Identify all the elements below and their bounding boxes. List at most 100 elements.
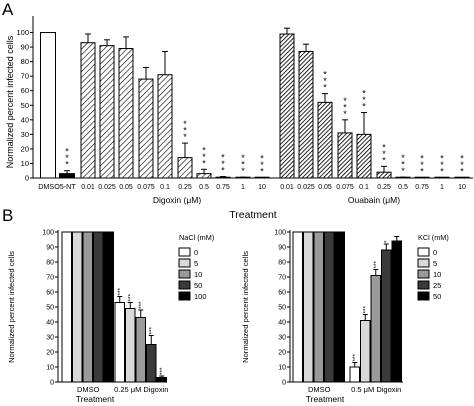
panel-b-left-xlabel: Treatment	[76, 394, 115, 404]
category-label-B-nacl: DMSO	[77, 385, 100, 394]
category-label-B-kcl: DMSO	[308, 385, 331, 394]
legend-swatch	[178, 280, 191, 290]
significance-stars: *	[221, 159, 225, 169]
panel-b-y-tick-label: 100	[42, 230, 54, 237]
significance-stars: *	[202, 145, 206, 155]
panel-b-y-tick-label: 60	[46, 290, 54, 297]
significance-stars: *	[440, 166, 444, 176]
panel-b-ylabel: Normalized percent infected cells	[241, 251, 250, 363]
significance-stars: *	[362, 95, 366, 105]
significance-stars: *	[382, 155, 386, 165]
panel-b-letter: B	[2, 206, 13, 225]
significance-stars: *	[401, 160, 405, 170]
legend-swatch	[417, 247, 430, 257]
significance-stars: ***	[148, 326, 155, 334]
category-label-digoxin: 0.5	[199, 184, 209, 191]
category-label-ouabain: 10	[458, 184, 466, 191]
bar-B-kcl	[349, 366, 360, 383]
legend-label: 50	[433, 292, 441, 301]
panel-a-y-tick-label: 0	[25, 174, 29, 183]
significance-stars: *	[241, 166, 245, 176]
bar-B-nacl	[135, 317, 146, 383]
bar-digoxin	[157, 74, 173, 179]
panel-b-y-tick-label: 20	[46, 350, 54, 357]
category-label-digoxin: 0.075	[137, 184, 155, 191]
legend-title: NaCl (mM)	[179, 233, 214, 242]
bar-B-nacl	[93, 231, 104, 383]
bar-digoxin	[138, 78, 154, 179]
significance-stars: ***	[159, 367, 166, 375]
bar-ouabain	[337, 132, 353, 179]
significance-stars: *	[202, 158, 206, 168]
legend-swatch	[178, 269, 191, 279]
bar-B-nacl	[125, 308, 136, 383]
panel-b-y-tick-label: 70	[278, 275, 286, 282]
bar-B-kcl	[292, 231, 303, 383]
significance-stars: *	[343, 102, 347, 112]
category-label-digoxin: 0.75	[216, 184, 230, 191]
category-label-ouabain: 0.5	[398, 184, 408, 191]
category-label-B-kcl: 0.5 μM Digoxin	[351, 385, 401, 394]
legend-label: 50	[194, 281, 202, 290]
bar-digoxin	[196, 173, 212, 179]
legend-label: 0	[194, 248, 198, 257]
category-label-ouabain: 0.01	[280, 184, 294, 191]
significance-stars: *	[221, 153, 225, 163]
category-label-ouabain: 0.025	[297, 184, 315, 191]
group-label-ouabain: Ouabain (μM)	[348, 195, 400, 205]
category-label-ouabain: 0.075	[336, 184, 354, 191]
panel-a-y-tick-label: 90	[21, 43, 29, 52]
panel-a-y-tick-label: 50	[21, 101, 29, 110]
legend-swatch	[417, 269, 430, 279]
bar-digoxin	[118, 48, 134, 179]
panel-a-ylabel: Normalized percent infected cells	[5, 35, 15, 168]
panel-b-y-tick-label: 70	[46, 275, 54, 282]
panel-b-y-tick-label: 50	[278, 305, 286, 312]
bar-control	[59, 173, 75, 179]
significance-stars: *	[221, 166, 225, 176]
group-label-digoxin: Digoxin (μM)	[153, 195, 202, 205]
bar-control	[40, 32, 56, 179]
bar-ouabain	[376, 171, 392, 179]
panel-b-y-tick-label: 60	[278, 290, 286, 297]
bar-ouabain	[279, 33, 295, 179]
significance-stars: *	[202, 152, 206, 162]
category-label-ouabain: 1	[440, 184, 444, 191]
bar-digoxin	[254, 176, 270, 179]
bar-ouabain	[317, 101, 333, 179]
panel-b-y-tick-label: 30	[46, 335, 54, 342]
significance-stars: *	[401, 166, 405, 176]
panel-b-y-tick-label: 40	[278, 320, 286, 327]
panel-b-y-tick-label: 0	[50, 380, 54, 387]
bar-B-nacl	[82, 231, 93, 383]
panel-a-y-tick-label: 80	[21, 57, 29, 66]
category-label-ouabain: 0.05	[318, 184, 332, 191]
bar-B-kcl	[381, 249, 392, 383]
significance-stars: *	[183, 132, 187, 142]
category-label-digoxin: 0.1	[160, 184, 170, 191]
bar-ouabain	[414, 176, 430, 179]
significance-stars: ***	[117, 287, 124, 295]
legend-label: 0	[433, 248, 437, 257]
significance-stars: *	[65, 147, 69, 157]
legend-swatch	[178, 258, 191, 268]
bar-ouabain	[454, 176, 470, 179]
category-label-digoxin: 0.01	[81, 184, 95, 191]
bar-B-kcl	[313, 231, 324, 383]
panel-a-y-tick-label: 20	[21, 144, 29, 153]
category-label-ouabain: 0.1	[359, 184, 369, 191]
panel-b-y-tick-label: 40	[46, 320, 54, 327]
significance-stars: *	[323, 76, 327, 86]
panel-b-ylabel: Normalized percent infected cells	[7, 251, 16, 363]
panel-b-y-tick-label: 90	[46, 245, 54, 252]
legend-label: 10	[194, 270, 202, 279]
legend-label: 10	[433, 270, 441, 279]
category-label-ouabain: 0.25	[377, 184, 391, 191]
panel-b-y-tick-label: 10	[46, 365, 54, 372]
significance-stars: *	[420, 153, 424, 163]
bar-B-kcl	[303, 231, 314, 383]
significance-stars: *	[183, 119, 187, 129]
category-label-digoxin: 0.05	[119, 184, 133, 191]
bar-ouabain	[298, 50, 314, 179]
